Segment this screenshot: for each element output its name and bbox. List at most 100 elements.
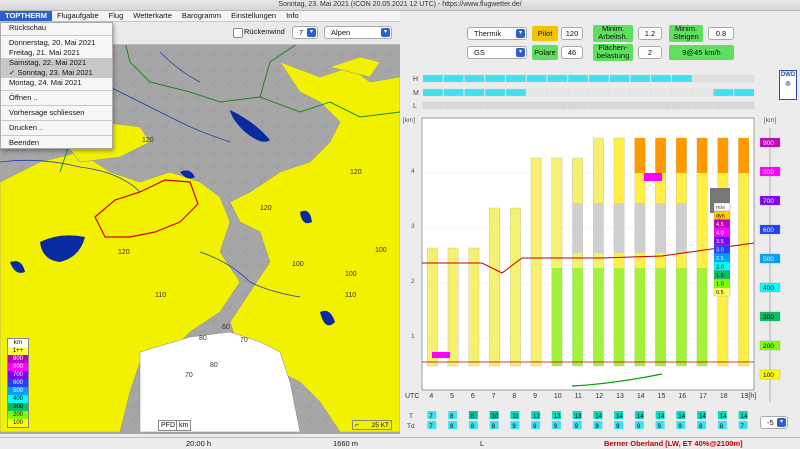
ms-legend-level: 1.0 [716,282,724,288]
contour-label: 100 [292,261,304,268]
td-value: 9 [512,424,516,430]
menu-item-day[interactable]: Montag, 24. Mai 2021 [9,78,82,87]
right-axis-unit: [km] [764,117,776,124]
rueckenwind-label: Rückenwind [244,27,285,36]
right-axis-tick: 400 [763,285,774,292]
t-value: 8 [450,414,454,420]
left-axis-tick: 3 [411,223,415,230]
pfd-label[interactable]: PFD [158,420,178,431]
cloud-row-label: M [413,90,419,97]
menu-item-day[interactable]: Samstag, 22. Mai 2021 [1,58,112,68]
contour-label: 70 [185,372,193,379]
menu-item-rueckschau[interactable]: Rückschau [9,23,47,32]
menu-item-day[interactable]: Freitag, 21. Mai 2021 [9,48,80,57]
glider-select[interactable]: GS ▾ [467,46,527,59]
menu-info[interactable]: Info [286,11,299,20]
wind-barb-icon: ⌐ [355,422,359,429]
speed-display: 9@45 km/h [669,45,734,60]
left-axis-tick: 1 [411,333,415,340]
hour-tick: 13 [616,393,624,400]
chevron-down-icon: ▾ [516,29,525,38]
region-select[interactable]: Alpen ▾ [324,26,392,39]
td-value: 7 [429,424,433,430]
t-value: 14 [616,414,623,420]
td-value: 8 [720,424,724,430]
min-arbeit-value-field[interactable]: 1.2 [638,27,662,40]
ms-legend-level: dyn [716,214,725,220]
min-steigen-value-field[interactable]: 0.8 [708,27,734,40]
hour-tick: 11 [575,393,582,400]
polare-value-field[interactable]: 46 [561,46,583,59]
rueckenwind-checkbox[interactable] [233,28,243,38]
t-value: 14 [678,414,685,420]
t-value: 12 [533,414,540,420]
toptherm-menu: Rückschau Donnerstag, 20. Mai 2021 Freita… [0,22,113,149]
hour-tick: 15 [658,393,666,400]
wind-scale: ⌐ 25 KT [352,420,392,430]
right-axis-tick: 200 [763,343,774,350]
t-value: 7 [429,414,433,420]
min-steigen-label: Minim. Steigen [669,25,703,42]
menu-einstellungen[interactable]: Einstellungen [231,11,277,20]
utc-label: UTC [405,393,419,400]
menu-wetterkarte[interactable]: Wetterkarte [133,11,172,20]
td-value: 8 [699,424,703,430]
map-legend-level: 100 [8,419,28,427]
ms-legend-level: 4.5 [716,222,724,228]
td-value: 8 [471,424,475,430]
offset-select[interactable]: -5 ▾ [760,416,788,429]
right-axis-tick: 100 [763,372,774,379]
t-value: 14 [595,414,602,420]
map-legend-level: 600 [8,379,28,387]
t-label: T [409,413,413,420]
map-legend-level: 800 [8,363,28,371]
flaeche-value-field[interactable]: 2 [638,46,662,59]
right-axis-tick: 600 [763,227,774,234]
status-bar: 20:00 h 1660 m L Berner Oberland [LW, ET… [0,437,800,449]
menu-item-action[interactable]: Drucken .. [9,123,44,132]
td-label: Td [407,423,415,430]
map-legend-level: 700 [8,371,28,379]
menu-barogramm[interactable]: Barogramm [181,11,222,20]
contour-label: 110 [155,292,166,299]
cloud-row-label: H [413,76,418,83]
menu-item-action[interactable]: Öffnen .. [9,93,38,102]
td-value: 9 [637,424,641,430]
km-toggle[interactable]: km [176,420,192,431]
right-axis-tick: 800 [763,169,774,176]
step-select[interactable]: 7 ▾ [292,26,318,39]
hour-tick: 8 [512,393,516,400]
td-value: 9 [658,424,662,430]
pilot-label: Pilot [532,26,558,41]
mode-select[interactable]: Thermik ▾ [467,27,527,40]
left-axis-tick: 2 [411,278,415,285]
menu-toptherm[interactable]: TOPTHERM [0,11,52,21]
hour-tick: 7 [492,393,496,400]
menu-item-action[interactable]: Beenden [9,138,40,147]
td-value: 9 [678,424,682,430]
right-axis-tick: 500 [763,256,774,263]
meteogram[interactable]: HML [km] 4 3 2 1 m/s dyn 4.5 4.0 3.5 3.0 2.5 2.0 1.5 1.… [401,66,800,434]
contour-label: 80 [210,362,218,369]
chevron-down-icon: ▾ [777,418,786,427]
t-value: 13 [554,414,561,420]
ms-legend-level: 4.0 [716,231,724,237]
hour-tick: 18 [720,393,728,400]
right-axis-tick: 900 [763,140,774,147]
map-legend-level: 200 [8,411,28,419]
menu-item-day[interactable]: Donnerstag, 20. Mai 2021 [9,38,96,47]
map-legend-level: 300 [8,403,28,411]
status-time: 20:00 h [186,439,212,448]
menu-flugaufgabe[interactable]: Flugaufgabe [56,11,99,20]
map-legend-level: 1++ [8,347,28,355]
menu-item-action[interactable]: Vorhersage schliessen [9,108,85,117]
hour-tick: 10 [554,393,562,400]
ms-legend-level: 0.5 [716,290,724,296]
right-axis-tick: 700 [763,198,774,205]
t-value: 13 [575,414,582,420]
polare-label: Polare [532,45,558,60]
ms-legend-level: 1.5 [716,273,724,279]
menu-item-day[interactable]: ✓ Sonntag, 23. Mai 2021 [1,68,112,78]
menu-flug[interactable]: Flug [108,11,124,20]
pilot-value-field[interactable]: 120 [561,27,583,40]
